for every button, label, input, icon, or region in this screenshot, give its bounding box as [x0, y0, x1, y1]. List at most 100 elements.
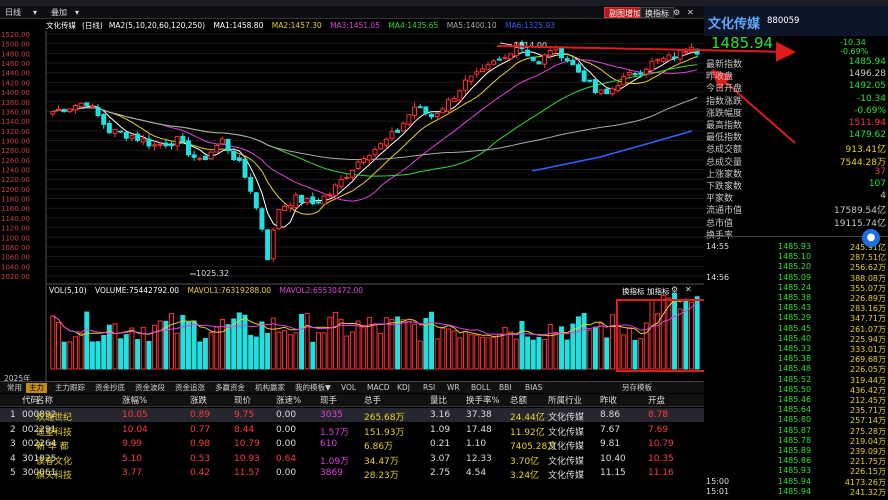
volume-bar — [304, 313, 310, 370]
tab-2[interactable]: 主力跟踪 — [55, 383, 85, 392]
period-selector[interactable]: 日线 — [5, 8, 21, 17]
column-header[interactable]: 现价 — [234, 396, 252, 406]
tab-4[interactable]: 资金波段 — [135, 383, 165, 392]
tick-row: 1485.89 239.09万 — [704, 446, 888, 456]
tab-1[interactable]: 主力 — [26, 383, 47, 393]
chevron-down-icon[interactable]: ▾ — [75, 8, 80, 17]
tab-3[interactable]: 资金抄底 — [95, 383, 125, 392]
row-index: 4 — [10, 453, 16, 464]
volume-bar — [643, 322, 649, 370]
tab-15[interactable]: BBI — [499, 383, 512, 392]
tab-0[interactable]: 常用 — [7, 383, 22, 392]
tab-12[interactable]: RSI — [423, 383, 436, 392]
volume-bar — [440, 327, 446, 370]
volume-bar — [655, 313, 661, 370]
column-header[interactable]: 开盘 — [648, 396, 666, 406]
settings-icon[interactable]: ⚙ — [673, 8, 681, 17]
column-header[interactable]: 名称 — [36, 396, 54, 406]
candle-body — [655, 59, 661, 62]
tick-volume: 226.15万 — [850, 467, 886, 477]
candle-body — [321, 195, 327, 205]
tab-10[interactable]: MACD — [367, 383, 390, 392]
column-header[interactable]: 现手 — [320, 396, 338, 406]
column-header[interactable]: 换手率% — [466, 396, 500, 406]
table-row[interactable]: 4 301025 读客文化 5.10 0.53 10.93 0.64 1.09万 34.47万 3… — [0, 452, 704, 467]
float-helper-icon[interactable]: ● — [862, 229, 880, 247]
column-header[interactable]: 涨速% — [276, 396, 302, 406]
tick-row: 1485.64 235.71万 — [704, 405, 888, 415]
column-header[interactable]: 总额 — [510, 396, 528, 406]
volume-bar — [570, 323, 576, 370]
price-tick-label: 1240.00 — [1, 167, 30, 175]
price-tick-label: 1420.00 — [1, 79, 30, 87]
tab-8[interactable]: 我的模板▼ — [295, 383, 331, 392]
tab-5[interactable]: 资金追涨 — [175, 383, 205, 392]
volume-bar — [474, 334, 480, 370]
tick-list[interactable]: 14:55 1485.93 245.91亿 1485.10 287.51亿 1485.20… — [704, 238, 888, 500]
close-icon[interactable]: ✕ — [685, 285, 692, 294]
column-header[interactable]: 所属行业 — [548, 396, 583, 406]
column-header[interactable]: 昨收 — [600, 396, 618, 406]
table-row[interactable]: 5 300061 旗天科技 3.77 0.42 11.57 0.00 3869 28.23万 2.… — [0, 466, 704, 481]
window-title-strip — [0, 0, 888, 6]
candle-body — [197, 157, 203, 160]
candle-body — [632, 73, 638, 76]
candle-body — [152, 144, 158, 147]
volume-bar — [316, 332, 321, 370]
cell-speed: 0.00 — [276, 410, 297, 420]
change-indicator-button[interactable]: 换指标 — [640, 7, 674, 18]
candle-body — [72, 104, 78, 111]
table-row[interactable]: 2 002291 遥望科技 10.04 0.77 8.44 0.00 1.57万 151.93万… — [0, 423, 704, 438]
tab-13[interactable]: WR — [447, 383, 460, 392]
tab-14[interactable]: BOLL — [471, 383, 491, 392]
quote-value: 37 — [874, 166, 886, 177]
cell-chg: 0.42 — [190, 468, 211, 479]
vol-add-indicator-button[interactable]: 加指标 — [647, 287, 670, 296]
column-header[interactable]: 涨幅% — [122, 396, 148, 406]
tick-row: 1485.38 226.89万 — [704, 293, 888, 303]
settings-icon[interactable]: ⚙ — [671, 285, 679, 294]
ticker-header — [704, 6, 888, 36]
candle-body — [344, 177, 350, 180]
table-row[interactable]: 1 000892 欢瑞世纪 10.05 0.89 9.75 0.00 3035 265.68万 3… — [0, 408, 704, 423]
volume-bar — [344, 335, 350, 370]
quote-label: 总成交额 — [706, 145, 743, 156]
volume-value: VOLUME:75442792.00 — [95, 286, 180, 295]
quote-label: 换手率 — [706, 230, 734, 241]
tick-row: 1485.78 219.04万 — [704, 436, 888, 446]
cell-chg: 0.77 — [190, 424, 211, 435]
tick-volume: 333.01万 — [850, 345, 886, 354]
volume-legend: VOL(5,10) VOLUME:75442792.00 MAVOL1:7631… — [49, 286, 363, 295]
volume-bar — [689, 301, 694, 370]
volume-bar — [383, 317, 389, 370]
tab-9[interactable]: VOL — [341, 383, 357, 392]
volume-bar — [451, 330, 457, 370]
price-tick-label: 1100.00 — [1, 234, 30, 242]
chevron-down-icon[interactable]: ▾ — [33, 8, 38, 17]
volume-bar — [293, 332, 299, 370]
quote-value: -10.34 — [856, 93, 886, 104]
candle-body — [146, 138, 152, 147]
quote-label: 总成交量 — [706, 157, 743, 168]
column-header[interactable]: 总手 — [364, 396, 382, 406]
tab-6[interactable]: 多赢资金 — [215, 383, 245, 392]
tick-row: 1485.20 256.62万 — [704, 262, 888, 272]
volume-bar — [446, 328, 451, 370]
overlay-selector[interactable]: 叠加 — [51, 8, 67, 17]
candle-body — [638, 72, 644, 75]
tab-11[interactable]: KDJ — [397, 383, 410, 392]
vol-change-indicator-button[interactable]: 换指标 — [622, 287, 645, 296]
column-header[interactable]: 代码 — [22, 396, 40, 406]
volume-bar — [429, 311, 435, 370]
quote-value: 107 — [868, 179, 886, 189]
tab-16[interactable]: BIAS — [525, 383, 543, 392]
table-row[interactable]: 3 002264 新 华 都 9.99 0.98 10.79 0.00 610 6.86万 0.2… — [0, 437, 704, 452]
column-header[interactable]: 量比 — [430, 396, 448, 406]
close-icon[interactable]: ✕ — [687, 8, 694, 17]
cell-turn: 12.33 — [466, 453, 492, 464]
tab-7[interactable]: 机构赢家 — [255, 383, 285, 392]
quote-label: 平家数 — [706, 194, 734, 205]
column-header[interactable]: 涨跌 — [190, 396, 208, 406]
tab-17[interactable]: 另存模板 — [622, 383, 652, 392]
